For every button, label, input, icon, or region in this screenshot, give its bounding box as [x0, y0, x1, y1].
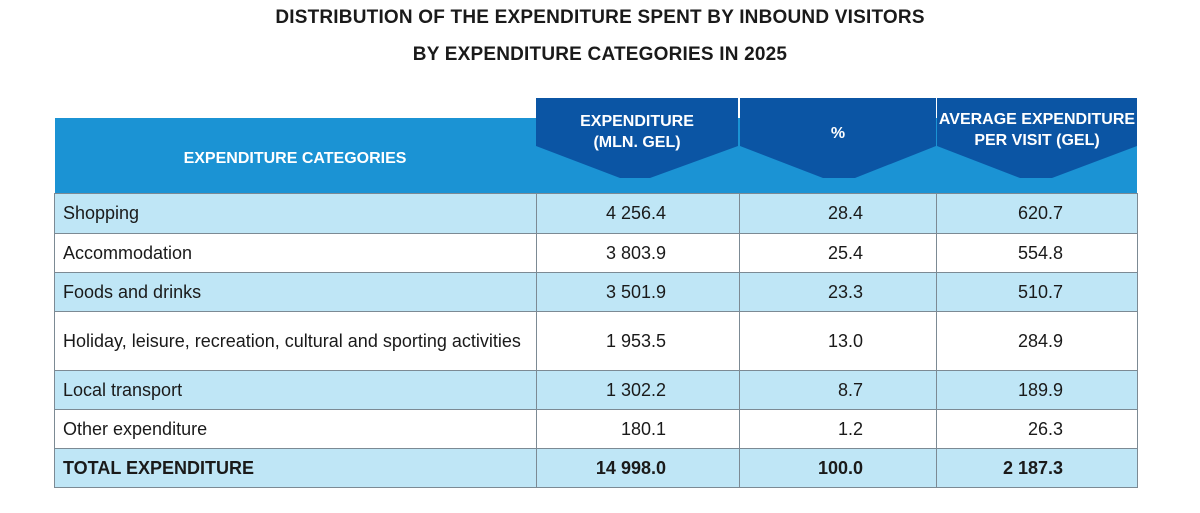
average-cell: 554.8 — [1017, 242, 1063, 263]
average-cell: 284.9 — [1017, 330, 1063, 351]
page-title-line-1: DISTRIBUTION OF THE EXPENDITURE SPENT BY… — [275, 7, 925, 28]
table-row: Local transport 1 302.2 8.7 189.9 — [54, 370, 1138, 410]
table-row: Foods and drinks 3 501.9 23.3 510.7 — [54, 272, 1138, 312]
header-percent: % — [830, 125, 846, 142]
average-cell: 189.9 — [1017, 379, 1063, 400]
header-chevron-tabs — [536, 98, 1137, 178]
average-cell: 620.7 — [1017, 203, 1063, 223]
table-row: Other expenditure 180.1 1.2 26.3 — [54, 409, 1138, 449]
expenditure-cell: 180.1 — [620, 418, 666, 439]
total-row: TOTAL EXPENDITURE 14 998.0 100.0 2 187.3 — [54, 448, 1138, 488]
expenditure-table: Shopping 4 256.4 28.4 620.7 Accommodatio… — [54, 193, 1138, 488]
header-expenditure-line-1: EXPENDITURE — [580, 113, 694, 130]
expenditure-cell: 1 302.2 — [605, 379, 666, 400]
expenditure-cell: 4 256.4 — [605, 203, 666, 223]
average-cell: 510.7 — [1017, 281, 1063, 302]
category-cell: Holiday, leisure, recreation, cultural a… — [54, 311, 537, 371]
percent-cell: 25.4 — [827, 242, 863, 263]
table-row: Holiday, leisure, recreation, cultural a… — [54, 311, 1138, 371]
header-expenditure-line-2: (MLN. GEL) — [593, 134, 681, 151]
total-expenditure: 14 998.0 — [595, 457, 666, 478]
expenditure-cell: 3 501.9 — [605, 281, 666, 302]
table-row: Accommodation 3 803.9 25.4 554.8 — [54, 233, 1138, 273]
percent-cell: 23.3 — [827, 281, 863, 302]
category-cell: Local transport — [54, 370, 537, 410]
header-average-line-1: AVERAGE EXPENDITURE — [938, 111, 1136, 128]
total-average: 2 187.3 — [1002, 457, 1063, 478]
header-expenditure: EXPENDITURE (MLN. GEL) — [536, 111, 738, 153]
percent-cell: 1.2 — [837, 418, 863, 439]
table-row: Shopping 4 256.4 28.4 620.7 — [54, 193, 1138, 234]
expenditure-cell: 3 803.9 — [605, 242, 666, 263]
expenditure-cell: 1 953.5 — [605, 330, 666, 351]
percent-cell: 8.7 — [837, 379, 863, 400]
header-average-line-2: PER VISIT (GEL) — [974, 132, 1100, 149]
header-average-expenditure: AVERAGE EXPENDITURE PER VISIT (GEL) — [937, 109, 1137, 151]
category-cell: Accommodation — [54, 233, 537, 273]
category-cell: Foods and drinks — [54, 272, 537, 312]
total-label: TOTAL EXPENDITURE — [54, 448, 537, 488]
percent-cell: 13.0 — [827, 330, 863, 351]
header-expenditure-categories: EXPENDITURE CATEGORIES — [183, 150, 407, 167]
category-cell: Shopping — [54, 193, 537, 234]
percent-cell: 28.4 — [827, 203, 863, 223]
average-cell: 26.3 — [1027, 418, 1063, 439]
category-cell: Other expenditure — [54, 409, 537, 449]
total-percent: 100.0 — [817, 457, 863, 478]
page-title-line-2: BY EXPENDITURE CATEGORIES IN 2025 — [412, 44, 788, 65]
